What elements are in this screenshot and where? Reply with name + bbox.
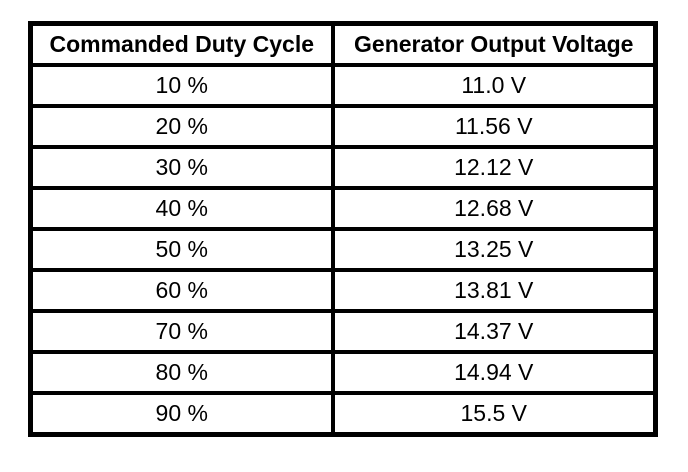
duty-cycle-cell: 70 % [28,309,335,354]
voltage-cell: 11.0 V [330,63,658,108]
column-header-duty-cycle: Commanded Duty Cycle [28,21,335,67]
duty-cycle-cell: 30 % [28,145,335,190]
column-header-output-voltage: Generator Output Voltage [330,21,658,67]
table-row: 20 % 11.56 V [28,104,658,149]
header-row: Commanded Duty Cycle Generator Output Vo… [28,21,658,67]
voltage-cell: 11.56 V [330,104,658,149]
voltage-cell: 15.5 V [330,391,658,437]
voltage-cell: 14.37 V [330,309,658,354]
table-row: 10 % 11.0 V [28,63,658,108]
duty-cycle-cell: 80 % [28,350,335,395]
table-row: 80 % 14.94 V [28,350,658,395]
table-row: 30 % 12.12 V [28,145,658,190]
duty-cycle-cell: 60 % [28,268,335,313]
voltage-cell: 12.68 V [330,186,658,231]
duty-cycle-cell: 40 % [28,186,335,231]
table-row: 40 % 12.68 V [28,186,658,231]
voltage-cell: 13.81 V [330,268,658,313]
table-row: 70 % 14.37 V [28,309,658,354]
duty-cycle-cell: 50 % [28,227,335,272]
duty-cycle-voltage-table: Commanded Duty Cycle Generator Output Vo… [28,21,658,437]
table-row: 50 % 13.25 V [28,227,658,272]
voltage-cell: 14.94 V [330,350,658,395]
duty-cycle-cell: 20 % [28,104,335,149]
voltage-cell: 12.12 V [330,145,658,190]
table-row: 60 % 13.81 V [28,268,658,313]
table-row: 90 % 15.5 V [28,391,658,437]
voltage-cell: 13.25 V [330,227,658,272]
duty-cycle-cell: 90 % [28,391,335,437]
duty-cycle-cell: 10 % [28,63,335,108]
